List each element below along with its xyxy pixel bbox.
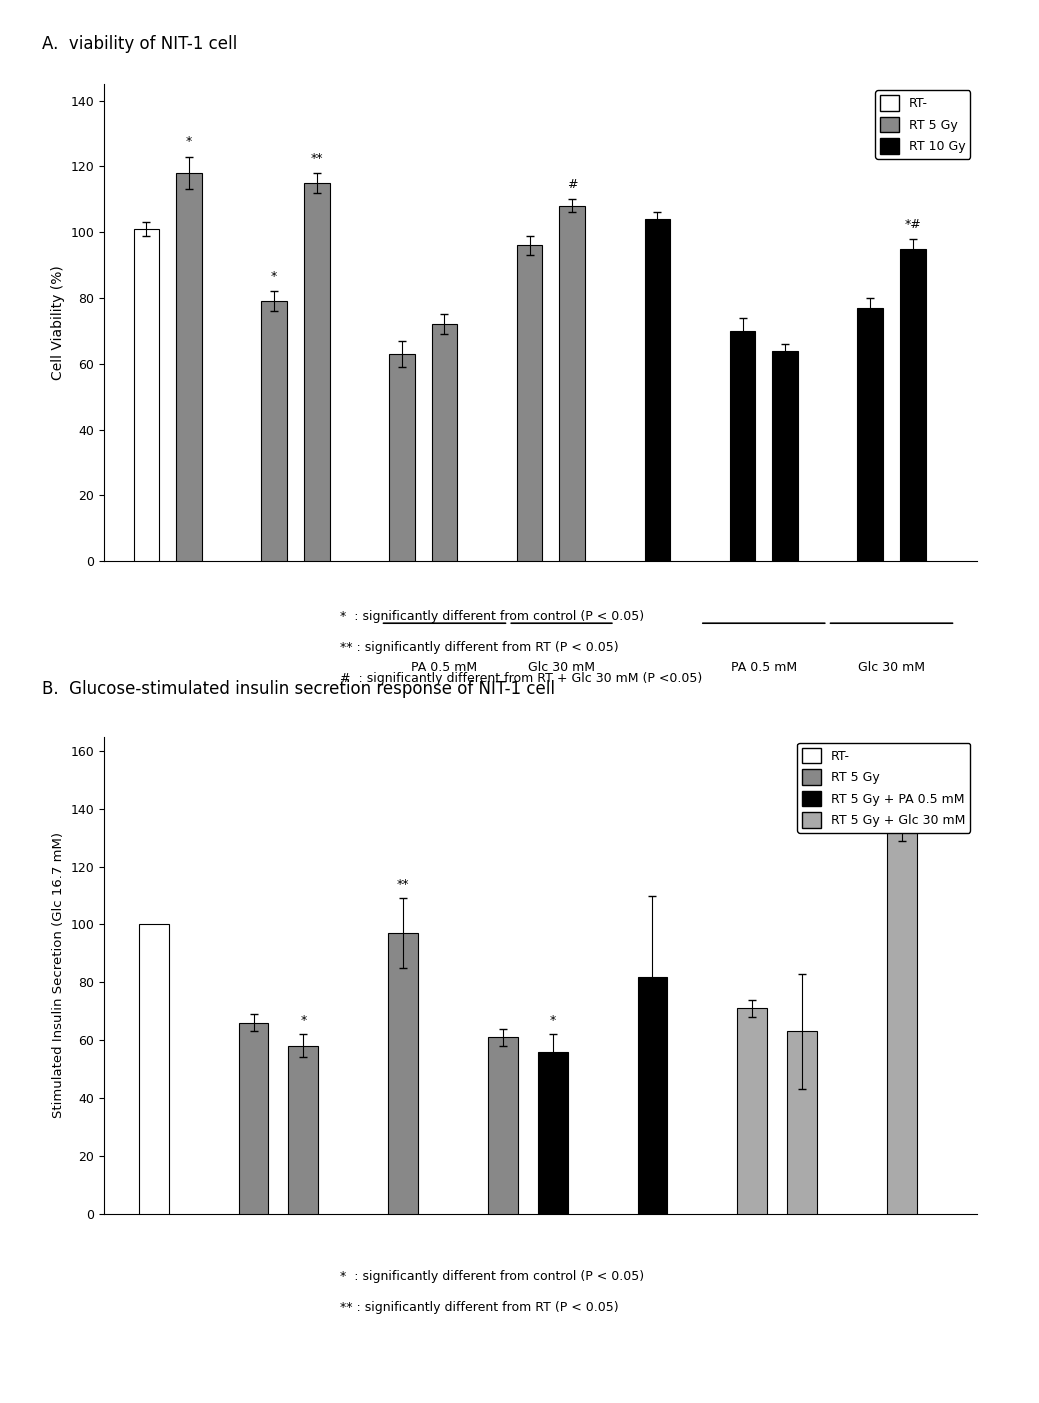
- Text: **: **: [311, 152, 323, 164]
- Bar: [432, 324, 457, 561]
- Text: PA 0.5 mM: PA 0.5 mM: [730, 661, 797, 675]
- Text: *: *: [186, 135, 192, 149]
- Text: B.  Glucose-stimulated insulin secretion response of NIT-1 cell: B. Glucose-stimulated insulin secretion …: [42, 680, 555, 699]
- Text: *: *: [271, 271, 277, 283]
- Text: *  : significantly different from control (P < 0.05): * : significantly different from control…: [332, 1270, 644, 1282]
- Bar: [559, 206, 585, 561]
- Text: Glc 30 mM: Glc 30 mM: [528, 661, 595, 675]
- Text: *#: *#: [904, 217, 922, 230]
- Bar: [638, 976, 667, 1214]
- Bar: [262, 302, 287, 561]
- Legend: RT-, RT 5 Gy, RT 5 Gy + PA 0.5 mM, RT 5 Gy + Glc 30 mM: RT-, RT 5 Gy, RT 5 Gy + PA 0.5 mM, RT 5 …: [797, 742, 970, 832]
- Text: *: *: [300, 1014, 307, 1027]
- Y-axis label: Stimulated Insulin Secretion (Glc 16.7 mM): Stimulated Insulin Secretion (Glc 16.7 m…: [52, 832, 64, 1118]
- Bar: [304, 182, 329, 561]
- Bar: [887, 818, 916, 1214]
- Bar: [516, 246, 542, 561]
- Y-axis label: Cell Viability (%): Cell Viability (%): [51, 265, 64, 380]
- Bar: [177, 173, 202, 561]
- Text: ** : significantly different from RT (P < 0.05): ** : significantly different from RT (P …: [332, 641, 619, 654]
- Bar: [239, 1023, 268, 1214]
- Text: ** : significantly different from RT (P < 0.05): ** : significantly different from RT (P …: [332, 1301, 619, 1313]
- Bar: [738, 1009, 767, 1214]
- Text: A.  viability of NIT-1 cell: A. viability of NIT-1 cell: [42, 35, 237, 53]
- Text: **: **: [397, 878, 409, 891]
- Bar: [390, 354, 415, 561]
- Bar: [488, 1037, 517, 1214]
- Bar: [134, 229, 159, 561]
- Bar: [772, 351, 798, 561]
- Text: #  : significantly different from RT + Glc 30 mM (P <0.05): # : significantly different from RT + Gl…: [332, 672, 702, 685]
- Bar: [644, 219, 670, 561]
- Bar: [538, 1052, 567, 1214]
- Legend: RT-, RT 5 Gy, RT 10 Gy: RT-, RT 5 Gy, RT 10 Gy: [875, 90, 970, 159]
- Text: *  : significantly different from control (P < 0.05): * : significantly different from control…: [332, 610, 644, 623]
- Bar: [788, 1031, 817, 1214]
- Bar: [857, 307, 883, 561]
- Bar: [900, 248, 926, 561]
- Text: Glc 30 mM: Glc 30 mM: [858, 661, 925, 675]
- Text: *: *: [550, 1014, 556, 1027]
- Bar: [289, 1045, 318, 1214]
- Text: PA 0.5 mM: PA 0.5 mM: [411, 661, 478, 675]
- Text: #: #: [567, 178, 578, 191]
- Bar: [139, 925, 168, 1214]
- Bar: [729, 331, 755, 561]
- Bar: [389, 933, 418, 1214]
